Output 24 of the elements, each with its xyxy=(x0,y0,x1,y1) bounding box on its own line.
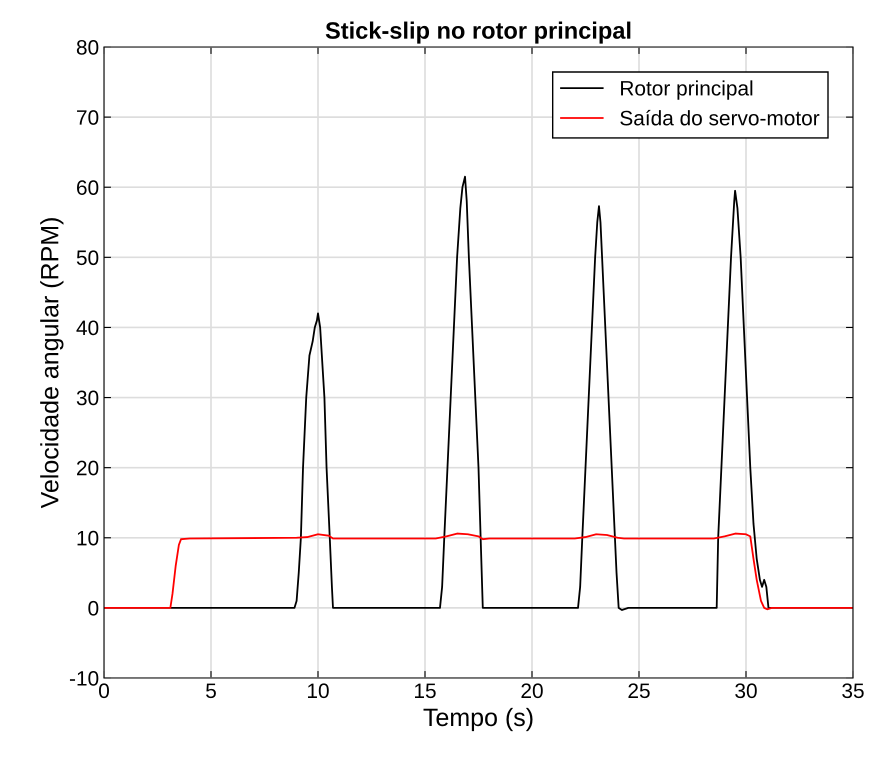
chart-title: Stick-slip no rotor principal xyxy=(326,22,630,44)
x-tick-label: 0 xyxy=(99,683,109,698)
x-tick-label: 5 xyxy=(206,684,216,698)
x-tick-label: 15 xyxy=(415,684,436,698)
line-series xyxy=(104,532,853,610)
y-tick-label: 40 xyxy=(76,320,98,336)
legend-label: Rotor principal xyxy=(621,80,752,100)
y-tick-label: 60 xyxy=(77,180,98,195)
legend-label: Saída do servo-motor xyxy=(620,110,820,126)
y-tick-label: 20 xyxy=(77,460,98,476)
x-axis-title: Tempo (s) xyxy=(424,708,533,732)
y-tick-label: 80 xyxy=(76,40,98,55)
y-tick-label: 50 xyxy=(76,250,98,266)
y-axis-title: Velocidade angular (RPM) xyxy=(40,218,64,508)
y-tick-label: 30 xyxy=(76,390,98,406)
x-tick-label: 25 xyxy=(628,683,650,698)
y-tick-label: 0 xyxy=(88,600,98,616)
x-tick-label: 10 xyxy=(308,683,329,698)
x-tick-label: 20 xyxy=(521,683,543,698)
y-tick-label: -10 xyxy=(70,671,98,686)
y-tick-label: 70 xyxy=(77,110,98,125)
x-tick-label: 30 xyxy=(735,683,757,698)
x-tick-label: 35 xyxy=(842,683,864,698)
y-tick-label: 10 xyxy=(78,530,98,546)
